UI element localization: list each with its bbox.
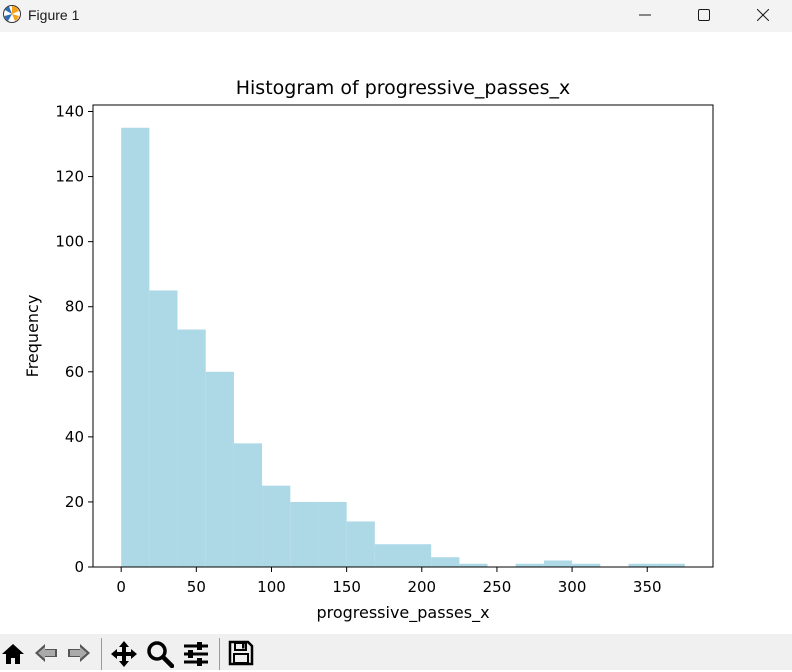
toolbar-separator xyxy=(101,638,102,670)
histogram-chart: 0 50 100 150 200 250 300 350 0 20 40 60 80 100 120 140… xyxy=(23,77,714,623)
histogram-bar xyxy=(515,563,544,567)
histogram-bar xyxy=(431,557,460,567)
axes-frame xyxy=(92,104,714,568)
histogram-bar xyxy=(628,563,657,567)
app-icon xyxy=(3,5,21,23)
histogram-bar xyxy=(290,501,319,567)
minimize-icon xyxy=(639,14,651,16)
bars-group xyxy=(121,127,685,567)
close-button[interactable] xyxy=(734,0,792,30)
histogram-bar xyxy=(346,521,375,567)
y-tick-label: 100 xyxy=(55,233,84,251)
x-ticks: 0 50 100 150 200 250 300 350 xyxy=(116,567,662,596)
y-tick-label: 0 xyxy=(74,558,84,576)
navigation-toolbar xyxy=(0,634,792,670)
x-tick-label: 100 xyxy=(257,578,286,596)
x-axis-label: progressive_passes_x xyxy=(316,603,489,623)
histogram-bar xyxy=(121,127,150,567)
x-tick-label: 200 xyxy=(407,578,436,596)
y-axis-label: Frequency xyxy=(23,295,42,378)
histogram-bar xyxy=(318,501,347,567)
y-tick-label: 40 xyxy=(65,428,84,446)
maximize-button[interactable] xyxy=(675,0,733,30)
window-title: Figure 1 xyxy=(28,7,80,23)
y-tick-label: 120 xyxy=(55,168,84,186)
histogram-bar xyxy=(262,485,291,567)
x-tick-label: 50 xyxy=(187,578,206,596)
maximize-icon xyxy=(698,9,710,21)
home-button[interactable] xyxy=(0,640,30,670)
histogram-bar xyxy=(459,563,488,567)
histogram-bar xyxy=(374,544,403,567)
histogram-bar xyxy=(233,443,263,567)
minimize-button[interactable] xyxy=(616,0,674,30)
x-tick-label: 350 xyxy=(633,578,662,596)
configure-subplots-icon xyxy=(184,642,208,666)
histogram-bar xyxy=(656,563,685,567)
y-tick-label: 60 xyxy=(65,363,84,381)
home-icon xyxy=(2,644,24,664)
zoom-button[interactable] xyxy=(146,640,176,670)
back-icon xyxy=(35,644,57,662)
close-icon xyxy=(757,9,769,21)
forward-button[interactable] xyxy=(66,640,96,670)
histogram-bar xyxy=(205,371,234,567)
window-titlebar: Figure 1 xyxy=(0,0,792,32)
save-button[interactable] xyxy=(228,640,258,670)
x-tick-label: 0 xyxy=(116,578,126,596)
toolbar-separator xyxy=(219,638,220,670)
x-tick-label: 250 xyxy=(483,578,512,596)
pan-icon xyxy=(111,641,137,667)
histogram-bar xyxy=(572,563,601,567)
y-tick-label: 20 xyxy=(65,493,84,511)
y-tick-label: 140 xyxy=(55,103,84,121)
y-ticks: 0 20 40 60 80 100 120 140 xyxy=(55,103,93,576)
x-tick-label: 150 xyxy=(332,578,361,596)
zoom-icon xyxy=(147,641,175,669)
histogram-bar xyxy=(149,290,178,567)
histogram-bar xyxy=(177,329,206,567)
forward-icon xyxy=(68,644,90,662)
figure-canvas: 0 50 100 150 200 250 300 350 0 20 40 60 80 100 120 140… xyxy=(0,32,792,634)
x-tick-label: 300 xyxy=(558,578,587,596)
save-icon xyxy=(228,640,254,666)
configure-subplots-button[interactable] xyxy=(182,640,212,670)
histogram-bar xyxy=(543,560,573,567)
histogram-bar xyxy=(403,544,432,567)
chart-title: Histogram of progressive_passes_x xyxy=(236,77,571,99)
back-button[interactable] xyxy=(33,640,63,670)
pan-button[interactable] xyxy=(110,640,140,670)
y-tick-label: 80 xyxy=(65,298,84,316)
